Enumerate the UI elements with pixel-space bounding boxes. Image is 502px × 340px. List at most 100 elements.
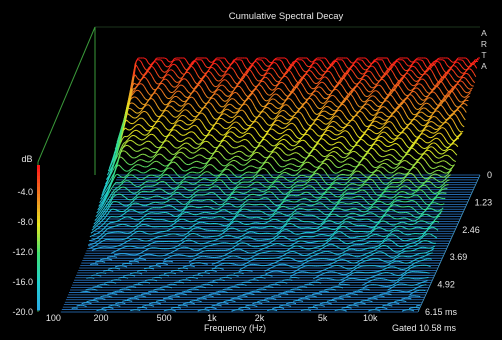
slice-segment	[370, 276, 374, 278]
slice-segment	[195, 166, 198, 169]
slice-segment	[335, 175, 339, 179]
slice-segment	[117, 268, 121, 270]
slice-segment	[417, 253, 420, 255]
slice-segment	[337, 200, 340, 204]
slice-segment	[225, 300, 228, 302]
slice-segment	[248, 194, 252, 197]
slice-segment	[428, 146, 432, 148]
slice-segment	[171, 161, 174, 163]
slice-segment	[257, 300, 260, 303]
slice-segment	[170, 227, 174, 230]
slice-segment	[124, 245, 128, 248]
slice-segment	[384, 203, 387, 205]
slice-segment	[146, 233, 150, 235]
slice-segment	[378, 154, 382, 157]
slice-segment	[101, 297, 104, 300]
slice-segment	[427, 214, 431, 217]
slice-segment	[367, 208, 370, 212]
slice-segment	[333, 182, 336, 184]
slice-segment	[296, 272, 299, 274]
slice-segment	[140, 187, 144, 190]
slice-segment	[313, 254, 316, 257]
slice-segment	[339, 165, 343, 168]
slice-segment	[269, 199, 273, 203]
slice-segment	[366, 225, 369, 228]
slice-segment	[331, 262, 334, 265]
slice-segment	[424, 229, 428, 233]
slice-segment	[226, 198, 230, 201]
slice-segment	[367, 236, 370, 239]
slice-segment	[328, 237, 331, 240]
slice-segment	[143, 258, 147, 261]
slice-segment	[204, 162, 208, 165]
slice-segment	[226, 164, 230, 168]
slice-segment	[365, 237, 368, 240]
slice-segment	[278, 243, 281, 245]
slice-segment	[147, 169, 150, 172]
slice-segment	[228, 222, 232, 225]
slice-segment	[332, 261, 336, 264]
slice-segment	[371, 203, 374, 206]
slice-segment	[102, 213, 106, 217]
slice-segment	[175, 233, 179, 236]
slice-segment	[166, 197, 169, 199]
slice-segment	[366, 255, 370, 258]
slice-segment	[93, 226, 97, 229]
slice-segment	[184, 293, 188, 296]
slice-segment	[387, 196, 390, 199]
slice-segment	[338, 256, 341, 259]
slice-segment	[184, 196, 187, 199]
slice-segment	[239, 175, 243, 178]
slice-segment	[292, 210, 295, 214]
slice-segment	[350, 202, 353, 205]
slice-segment	[230, 288, 233, 291]
slice-segment	[299, 174, 302, 177]
slice-segment	[419, 240, 423, 243]
slice-segment	[192, 258, 196, 261]
slice-segment	[418, 195, 421, 198]
slice-segment	[419, 145, 423, 148]
slice-segment	[434, 216, 437, 218]
slice-segment	[188, 196, 192, 199]
slice-segment	[284, 164, 288, 167]
slice-segment	[404, 244, 408, 247]
slice-segment	[131, 182, 135, 186]
slice-segment	[137, 298, 140, 300]
slice-segment	[235, 212, 239, 217]
slice-segment	[410, 214, 414, 217]
slice-segment	[237, 295, 240, 298]
slice-segment	[389, 302, 392, 304]
slice-segment	[263, 286, 266, 288]
slice-segment	[206, 178, 210, 181]
slice-segment	[158, 274, 162, 277]
slice-segment	[241, 267, 244, 270]
slice-segment	[272, 307, 275, 310]
slice-segment	[88, 300, 91, 302]
slice-segment	[129, 231, 133, 234]
slice-segment	[359, 261, 363, 264]
slice-segment	[163, 201, 166, 204]
slice-segment	[316, 159, 320, 163]
slice-segment	[287, 222, 290, 225]
slice-segment	[221, 204, 225, 208]
slice-segment	[408, 162, 412, 165]
slice-segment	[274, 208, 277, 212]
slice-segment	[107, 284, 110, 286]
slice-segment	[417, 189, 420, 192]
slice-segment	[429, 150, 433, 153]
slice-segment	[398, 181, 401, 183]
slice-segment	[327, 302, 330, 304]
slice-segment	[173, 161, 177, 164]
slice-segment	[384, 265, 388, 267]
slice-segment	[198, 212, 201, 215]
slice-segment	[325, 241, 328, 245]
slice-segment	[436, 161, 439, 164]
slice-segment	[133, 228, 137, 231]
slice-segment	[226, 252, 229, 255]
slice-segment	[124, 186, 128, 190]
slice-segment	[156, 160, 159, 163]
slice-segment	[280, 226, 283, 229]
slice-segment	[403, 273, 407, 276]
slice-segment	[383, 195, 386, 197]
slice-segment	[419, 185, 422, 188]
